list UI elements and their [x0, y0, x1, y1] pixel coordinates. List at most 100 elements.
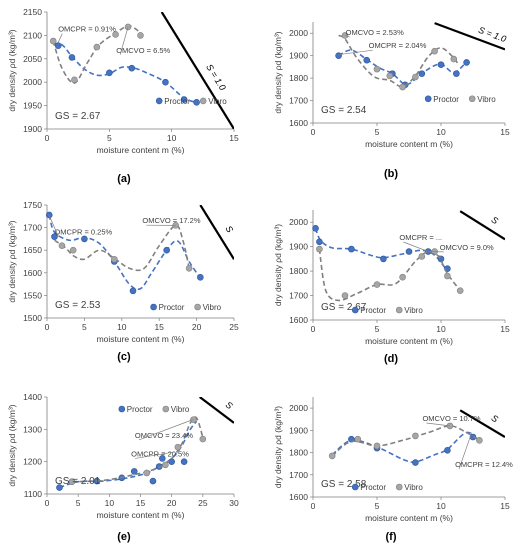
data-point-vibro [93, 43, 101, 51]
y-tick-label: 2100 [23, 30, 42, 40]
data-point-proctor [453, 70, 460, 77]
annotation-arrow [135, 451, 175, 459]
saturation-line [459, 409, 505, 438]
omc-annotation: OMCVO = 17.2% [142, 216, 200, 225]
chart-panel-e: 0 5 10 15 20 25 30 1100 1200 1300 1400 moisture con… [7, 392, 239, 543]
data-point-proctor [316, 238, 323, 246]
series-curve-proctor [338, 49, 468, 86]
specific-gravity-label: GS = 2.67 [321, 302, 367, 313]
data-point-proctor [180, 96, 188, 103]
legend-marker [395, 306, 403, 314]
data-point-proctor [444, 447, 451, 454]
data-point-proctor [56, 484, 63, 491]
y-axis-label: dry density ρd (kg/m³) [7, 29, 17, 111]
x-tick-label: 10 [436, 127, 446, 137]
y-tick-label: 1650 [23, 245, 42, 255]
legend-label: Vibro [208, 97, 227, 106]
saturation-line [160, 12, 234, 129]
annotation-arrow [426, 422, 451, 427]
annotation-arrow [458, 432, 473, 470]
data-point-vibro [444, 272, 451, 280]
legend-label: Proctor [127, 405, 153, 414]
saturation-line [199, 397, 234, 424]
y-tick-label: 1550 [23, 290, 42, 300]
legend-label: Proctor [164, 97, 190, 106]
y-tick-label: 2000 [289, 28, 308, 38]
y-tick-label: 1800 [289, 266, 308, 276]
legend-marker [194, 303, 201, 311]
legend-label: Proctor [433, 95, 459, 104]
annotation-arrow [57, 33, 63, 43]
omc-annotation: OMCVO = 2.53% [346, 28, 404, 37]
x-tick-label: 5 [375, 501, 380, 511]
legend-label: Vibro [404, 483, 423, 492]
x-tick-label: 25 [198, 498, 208, 508]
data-point-vibro [341, 292, 349, 299]
data-point-proctor [128, 64, 136, 72]
x-tick-label: 0 [45, 133, 50, 143]
x-axis-label: moisture content m (%) [97, 145, 185, 155]
data-point-proctor [335, 52, 342, 59]
saturation-line [434, 22, 505, 51]
annotation-arrow [339, 49, 373, 55]
y-tick-label: 1300 [23, 424, 42, 434]
legend-label: Vibro [203, 303, 222, 312]
series-curve-vibro [52, 25, 143, 84]
series-curve-vibro [54, 224, 190, 272]
panel-label: (f) [386, 531, 397, 543]
data-point-vibro [190, 416, 197, 423]
y-tick-label: 1900 [289, 425, 308, 435]
omc-annotation: OMCVO = 9.0% [440, 243, 494, 252]
y-tick-label: 1700 [23, 223, 42, 233]
x-tick-label: 10 [117, 322, 127, 332]
x-tick-label: 15 [500, 501, 510, 511]
y-tick-label: 2000 [289, 217, 308, 227]
y-axis-label: dry density ρd (kg/m³) [273, 224, 283, 306]
legend-label: Proctor [360, 306, 386, 315]
y-tick-label: 1400 [23, 392, 42, 402]
omc-annotation: OMCVO = 23.4% [135, 431, 193, 440]
data-point-vibro [162, 461, 169, 469]
data-point-proctor [197, 274, 204, 281]
annotation-arrow [48, 214, 59, 237]
x-tick-label: 0 [311, 501, 316, 511]
data-point-proctor [463, 59, 470, 66]
x-tick-label: 10 [167, 133, 177, 143]
y-tick-label: 1600 [289, 118, 308, 128]
series-curve-vibro [318, 248, 461, 302]
y-tick-label: 1700 [289, 291, 308, 301]
data-point-vibro [476, 437, 483, 444]
legend-marker [395, 483, 403, 491]
omc-annotation: OMCVO = 10.7% [422, 414, 480, 423]
specific-gravity-label: GS = 2.01 [55, 476, 101, 487]
y-tick-label: 2150 [23, 7, 42, 17]
panel-label: (c) [117, 351, 131, 363]
omc-annotation: OMCPR = 20.5% [131, 449, 189, 458]
x-tick-label: 10 [105, 498, 115, 508]
data-point-vibro [373, 442, 381, 450]
data-point-vibro [418, 253, 426, 260]
saturation-label: S [490, 413, 500, 425]
x-axis-label: moisture content m (%) [97, 334, 185, 344]
data-point-vibro [328, 452, 336, 460]
data-point-vibro [373, 65, 381, 73]
y-tick-label: 1100 [24, 489, 43, 499]
x-tick-label: 0 [45, 322, 50, 332]
x-tick-label: 10 [436, 324, 446, 334]
data-point-vibro [68, 478, 76, 486]
y-tick-label: 2000 [289, 403, 308, 413]
data-point-vibro [412, 432, 419, 440]
saturation-line [199, 205, 234, 260]
data-point-proctor [437, 61, 445, 68]
data-point-proctor [68, 54, 76, 61]
y-tick-label: 1600 [289, 492, 308, 502]
data-point-proctor [412, 459, 419, 466]
data-point-vibro [341, 32, 349, 39]
x-tick-label: 15 [229, 133, 239, 143]
specific-gravity-label: GS = 2.53 [55, 300, 101, 311]
omc-annotation: OMCPR = 12.4% [455, 460, 513, 469]
x-axis-label: moisture content m (%) [365, 513, 453, 523]
data-point-proctor [159, 455, 166, 462]
x-tick-label: 20 [192, 322, 202, 332]
x-tick-label: 0 [45, 498, 50, 508]
